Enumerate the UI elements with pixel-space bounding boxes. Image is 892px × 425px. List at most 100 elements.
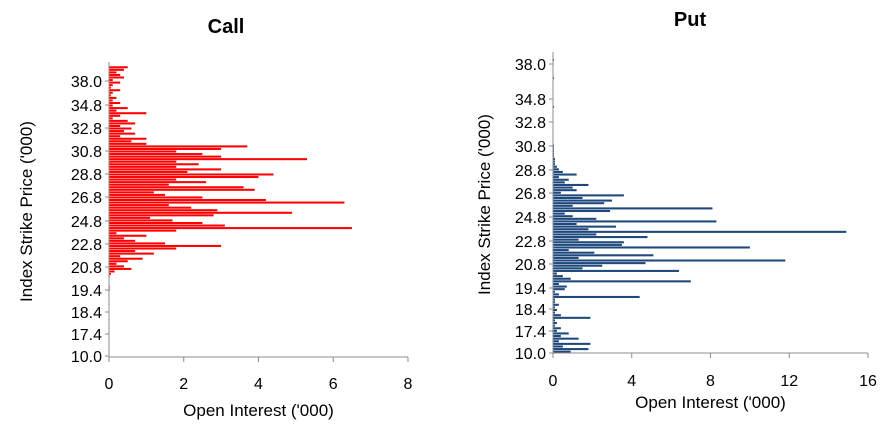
bar <box>553 306 555 309</box>
bar <box>109 104 113 107</box>
bar <box>109 119 128 122</box>
x-tick-label: 0 <box>105 376 114 393</box>
bar <box>553 170 563 173</box>
bar <box>553 319 555 322</box>
bar <box>109 66 128 69</box>
bar <box>553 314 561 317</box>
bar <box>553 254 654 257</box>
bar <box>109 234 147 237</box>
bar <box>109 99 113 102</box>
bar <box>109 155 222 158</box>
bar <box>553 157 555 160</box>
bar <box>553 199 613 202</box>
bar <box>109 150 177 153</box>
bar <box>109 237 124 240</box>
bar <box>109 145 248 148</box>
x-tick-label: 16 <box>859 373 877 390</box>
bar <box>109 165 177 168</box>
bar <box>109 68 124 71</box>
bar <box>553 324 555 327</box>
bar <box>109 176 259 179</box>
y-axis-label: Index Strike Price ('000) <box>17 121 36 302</box>
bar <box>109 153 203 156</box>
bar <box>109 114 121 117</box>
bar <box>109 265 124 268</box>
bar <box>109 127 132 130</box>
bar <box>109 211 293 214</box>
bar <box>553 293 559 296</box>
bar <box>553 194 624 197</box>
bar <box>109 267 132 270</box>
bar <box>553 275 563 278</box>
y-tick-label: 30.8 <box>71 144 102 161</box>
y-tick-label: 34.8 <box>515 92 546 109</box>
x-tick-label: 6 <box>329 376 338 393</box>
bar <box>109 122 136 125</box>
bar <box>553 282 559 285</box>
bar <box>109 252 154 255</box>
bar <box>109 76 124 79</box>
bar <box>109 178 177 181</box>
bar <box>553 173 577 176</box>
bar <box>109 186 244 189</box>
x-tick-label: 12 <box>780 373 798 390</box>
bar <box>109 191 154 194</box>
x-tick-label: 8 <box>404 376 413 393</box>
bar <box>553 246 750 249</box>
bar <box>553 332 569 335</box>
bar <box>109 181 207 184</box>
bar <box>553 233 597 236</box>
bar <box>553 249 569 252</box>
bar <box>109 89 121 92</box>
x-tick-label: 8 <box>706 373 715 390</box>
bar <box>109 112 147 115</box>
bar <box>109 140 132 143</box>
bar <box>109 196 203 199</box>
bar <box>109 142 147 145</box>
bar <box>553 251 595 254</box>
bar <box>553 277 571 280</box>
y-tick-label: 28.8 <box>515 163 546 180</box>
y-tick-label: 17.4 <box>71 327 102 344</box>
y-tick-label: 10.0 <box>515 346 546 363</box>
y-tick-label: 20.8 <box>515 257 546 274</box>
y-tick-label: 19.4 <box>515 281 546 298</box>
bar <box>553 243 622 246</box>
bar <box>553 196 583 200</box>
bar <box>553 228 589 231</box>
bar <box>553 241 624 244</box>
y-tick-label: 24.8 <box>71 214 102 231</box>
y-tick-label: 20.8 <box>71 260 102 277</box>
bar <box>109 244 222 247</box>
y-tick-label: 30.8 <box>515 139 546 156</box>
bar <box>109 160 177 163</box>
bar <box>109 247 177 250</box>
bar <box>109 130 124 133</box>
bar <box>109 201 345 204</box>
bar <box>553 350 571 353</box>
chart-title: Call <box>208 16 245 38</box>
bar <box>109 198 266 202</box>
bar <box>109 250 136 253</box>
bar <box>109 257 143 260</box>
bar <box>553 163 555 166</box>
bar <box>109 183 169 186</box>
y-tick-label: 34.8 <box>71 98 102 115</box>
bar <box>553 269 679 272</box>
bar <box>553 225 616 228</box>
y-tick-label: 26.8 <box>71 190 102 207</box>
bar <box>553 215 573 218</box>
y-tick-label: 32.8 <box>515 115 546 132</box>
bar <box>553 290 555 293</box>
bar <box>109 193 166 196</box>
bar <box>109 221 203 225</box>
bar <box>109 81 121 84</box>
bar <box>109 206 192 209</box>
bar <box>553 308 557 312</box>
bar <box>109 84 113 87</box>
bar <box>553 186 573 189</box>
y-tick-label: 38.0 <box>71 74 102 91</box>
bar <box>553 160 555 163</box>
chart-call: 0 2 4 6 8 10.0 17.4 18.4 19.4 20.8 22.8 24.8 26.8 28.… <box>17 16 413 420</box>
x-axis-label: Open Interest ('000) <box>635 393 786 412</box>
